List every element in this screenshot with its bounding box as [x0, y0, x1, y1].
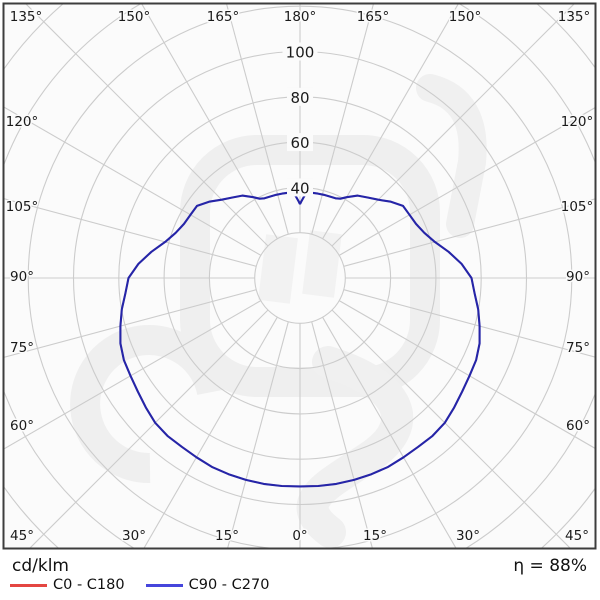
angle-label-23: 30°	[456, 528, 480, 544]
legend: C0 - C180 C90 - C270	[10, 577, 269, 593]
grid-spoke-165	[311, 4, 374, 235]
grid-spoke-240	[4, 106, 262, 256]
grid-spoke-135	[331, 4, 575, 247]
chart-frame	[2, 2, 597, 550]
angle-label-2: 165°	[207, 9, 240, 25]
unit-label: cd/klm	[12, 556, 69, 576]
angle-label-0: 135°	[10, 9, 43, 25]
angle-label-22: 15°	[363, 528, 387, 544]
angle-label-7: 120°	[6, 114, 39, 130]
angle-label-10: 75°	[10, 340, 34, 356]
grid-spoke-285	[4, 289, 257, 358]
angle-label-11: 60°	[10, 418, 34, 434]
angle-label-6: 135°	[558, 9, 591, 25]
angle-label-15: 90°	[566, 269, 590, 285]
angle-label-12: 45°	[10, 528, 34, 544]
angle-label-4: 165°	[357, 9, 390, 25]
grid-spoke-210	[141, 4, 278, 240]
angle-label-21: 0°	[292, 528, 307, 544]
angle-label-1: 150°	[118, 9, 151, 25]
chart-labels: 40 60 80 100	[282, 42, 318, 197]
grid-spoke-15	[311, 321, 373, 548]
angle-label-9: 90°	[10, 269, 34, 285]
grid-spoke-105	[343, 198, 595, 267]
grid-spoke-345	[227, 321, 289, 548]
angle-label-13: 120°	[561, 114, 594, 130]
grid-spoke-30	[322, 316, 457, 548]
grid-spoke-315	[29, 309, 269, 548]
curve-C90-C270	[119, 191, 481, 488]
grid-spoke-255	[4, 198, 257, 267]
legend-label-c0-c180: C0 - C180	[53, 577, 125, 593]
radial-label-bg	[287, 133, 313, 152]
angle-label-20: 15°	[215, 528, 239, 544]
angle-label-3: 180°	[284, 9, 317, 25]
radial-label-40: 40	[290, 179, 309, 197]
grid-spoke-75	[343, 289, 595, 358]
angle-label-16: 75°	[566, 340, 590, 356]
radial-label-100: 100	[286, 44, 315, 62]
angle-label-17: 60°	[566, 418, 590, 434]
angle-label-5: 150°	[449, 9, 482, 25]
radial-label-bg	[287, 178, 313, 197]
grid-spoke-195	[226, 4, 289, 235]
grid-spoke-60	[338, 300, 595, 449]
legend-line-c0-c180	[10, 583, 47, 587]
grid-spoke-225	[25, 4, 269, 247]
radial-label-bg	[282, 42, 318, 61]
legend-label-c90-c270: C90 - C270	[188, 577, 270, 593]
legend-line-c90-c270	[145, 583, 183, 587]
radial-label-80: 80	[290, 89, 309, 107]
grid-spoke-120	[338, 107, 595, 256]
efficiency-value: η = 88%	[513, 556, 587, 576]
angle-label-18: 45°	[565, 528, 589, 544]
angle-label-14: 105°	[561, 199, 594, 215]
grid-spoke-330	[143, 316, 278, 548]
grid-spoke-300	[4, 300, 262, 450]
grid-spoke-150	[322, 4, 459, 240]
angle-label-19: 30°	[122, 528, 146, 544]
angle-label-8: 105°	[6, 199, 39, 215]
radial-label-bg	[287, 87, 313, 106]
grid-spoke-45	[331, 309, 571, 548]
radial-label-60: 60	[290, 134, 309, 152]
curves	[119, 191, 481, 488]
